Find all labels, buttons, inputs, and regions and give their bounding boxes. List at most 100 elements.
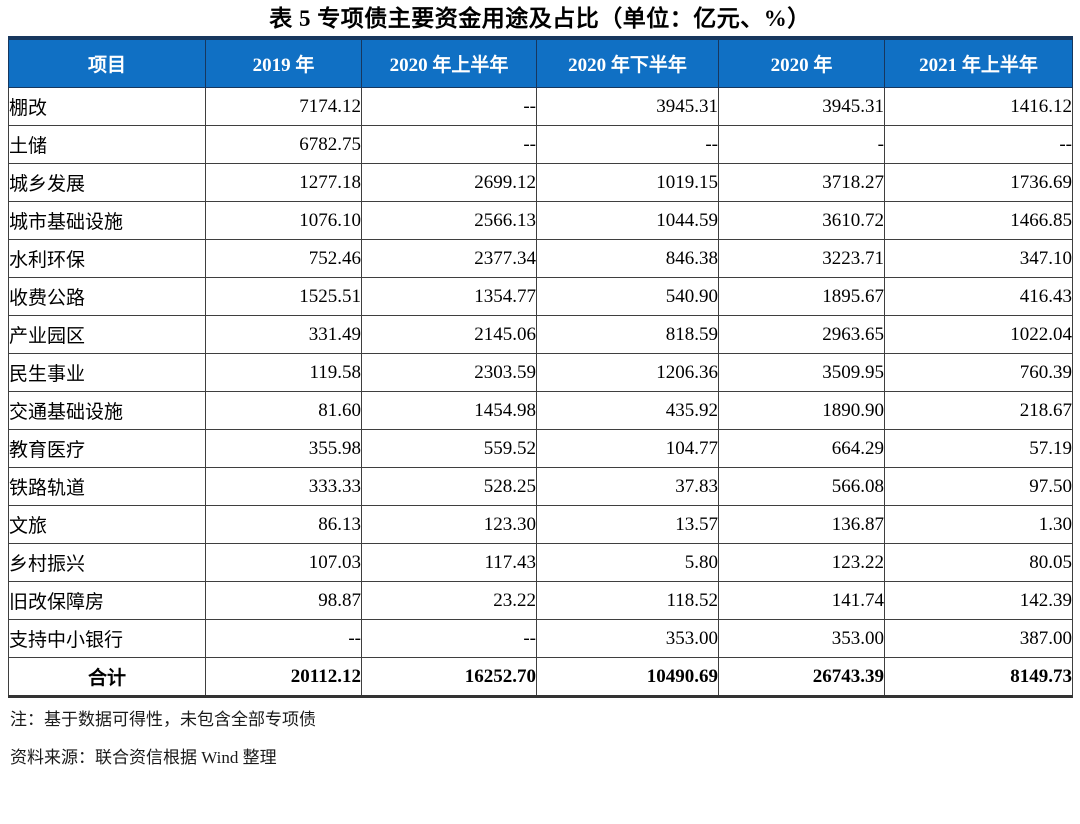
table-row: 收费公路 1525.51 1354.77 540.90 1895.67 416.43 bbox=[8, 277, 1073, 316]
value-cell: 3945.31 bbox=[536, 87, 719, 126]
value-cell: 331.49 bbox=[205, 315, 362, 354]
value-cell: 435.92 bbox=[536, 391, 719, 430]
value-cell: 355.98 bbox=[205, 429, 362, 468]
value-cell: 1206.36 bbox=[536, 353, 719, 392]
value-cell: 2145.06 bbox=[361, 315, 537, 354]
value-cell: -- bbox=[361, 125, 537, 164]
value-cell: 416.43 bbox=[884, 277, 1073, 316]
table-row: 支持中小银行 -- -- 353.00 353.00 387.00 bbox=[8, 619, 1073, 658]
value-cell: 846.38 bbox=[536, 239, 719, 278]
row-label: 铁路轨道 bbox=[8, 467, 206, 506]
row-label: 水利环保 bbox=[8, 239, 206, 278]
table-row: 旧改保障房 98.87 23.22 118.52 141.74 142.39 bbox=[8, 581, 1073, 620]
row-label: 支持中小银行 bbox=[8, 619, 206, 658]
value-cell: 3610.72 bbox=[718, 201, 885, 240]
value-cell: 136.87 bbox=[718, 505, 885, 544]
row-label: 棚改 bbox=[8, 87, 206, 126]
value-cell: 1019.15 bbox=[536, 163, 719, 202]
note-data-source: 资料来源：联合资信根据 Wind 整理 bbox=[10, 748, 277, 767]
table-row: 教育医疗 355.98 559.52 104.77 664.29 57.19 bbox=[8, 429, 1073, 468]
value-cell: 218.67 bbox=[884, 391, 1073, 430]
value-cell: -- bbox=[361, 87, 537, 126]
value-cell: 8149.73 bbox=[884, 657, 1073, 697]
value-cell: 3718.27 bbox=[718, 163, 885, 202]
value-cell: 1.30 bbox=[884, 505, 1073, 544]
value-cell: 347.10 bbox=[884, 239, 1073, 278]
value-cell: 107.03 bbox=[205, 543, 362, 582]
value-cell: 123.22 bbox=[718, 543, 885, 582]
value-cell: -- bbox=[536, 125, 719, 164]
row-label: 交通基础设施 bbox=[8, 391, 206, 430]
value-cell: 540.90 bbox=[536, 277, 719, 316]
table-row: 铁路轨道 333.33 528.25 37.83 566.08 97.50 bbox=[8, 467, 1073, 506]
value-cell: 1466.85 bbox=[884, 201, 1073, 240]
table-row: 产业园区 331.49 2145.06 818.59 2963.65 1022.04 bbox=[8, 315, 1073, 354]
value-cell: 2699.12 bbox=[361, 163, 537, 202]
value-cell: 559.52 bbox=[361, 429, 537, 468]
value-cell: 1890.90 bbox=[718, 391, 885, 430]
value-cell: 97.50 bbox=[884, 467, 1073, 506]
value-cell: 123.30 bbox=[361, 505, 537, 544]
value-cell: 1277.18 bbox=[205, 163, 362, 202]
note-data-availability: 注：基于数据可得性，未包含全部专项债 bbox=[10, 710, 316, 729]
table-row: 城乡发展 1277.18 2699.12 1019.15 3718.27 1736.69 bbox=[8, 163, 1073, 202]
value-cell: 818.59 bbox=[536, 315, 719, 354]
row-label: 文旅 bbox=[8, 505, 206, 544]
column-header: 2019 年 bbox=[205, 37, 362, 88]
value-cell: 353.00 bbox=[536, 619, 719, 658]
value-cell: 2963.65 bbox=[718, 315, 885, 354]
value-cell: 2303.59 bbox=[361, 353, 537, 392]
value-cell: 752.46 bbox=[205, 239, 362, 278]
value-cell: 2377.34 bbox=[361, 239, 537, 278]
value-cell: 353.00 bbox=[718, 619, 885, 658]
table-row: 棚改 7174.12 -- 3945.31 3945.31 1416.12 bbox=[8, 87, 1073, 126]
header-row: 项目 2019 年 2020 年上半年 2020 年下半年 2020 年 2021 年上半… bbox=[8, 37, 1073, 88]
table-row: 民生事业 119.58 2303.59 1206.36 3509.95 760.39 bbox=[8, 353, 1073, 392]
value-cell: 98.87 bbox=[205, 581, 362, 620]
value-cell: 16252.70 bbox=[361, 657, 537, 697]
value-cell: -- bbox=[205, 619, 362, 658]
table-row: 水利环保 752.46 2377.34 846.38 3223.71 347.10 bbox=[8, 239, 1073, 278]
value-cell: - bbox=[718, 125, 885, 164]
value-cell: 1354.77 bbox=[361, 277, 537, 316]
value-cell: 3945.31 bbox=[718, 87, 885, 126]
value-cell: 1736.69 bbox=[884, 163, 1073, 202]
value-cell: 20112.12 bbox=[205, 657, 362, 697]
value-cell: -- bbox=[361, 619, 537, 658]
row-label: 旧改保障房 bbox=[8, 581, 206, 620]
value-cell: 57.19 bbox=[884, 429, 1073, 468]
row-label: 产业园区 bbox=[8, 315, 206, 354]
row-label: 土储 bbox=[8, 125, 206, 164]
value-cell: 3223.71 bbox=[718, 239, 885, 278]
table-row: 文旅 86.13 123.30 13.57 136.87 1.30 bbox=[8, 505, 1073, 544]
value-cell: 387.00 bbox=[884, 619, 1073, 658]
row-label: 城乡发展 bbox=[8, 163, 206, 202]
table-row: 土储 6782.75 -- -- - -- bbox=[8, 125, 1073, 164]
value-cell: 6782.75 bbox=[205, 125, 362, 164]
table-row: 乡村振兴 107.03 117.43 5.80 123.22 80.05 bbox=[8, 543, 1073, 582]
table-title: 表 5 专项债主要资金用途及占比（单位：亿元、%） bbox=[269, 6, 811, 31]
column-header: 2020 年下半年 bbox=[536, 37, 719, 88]
value-cell: 23.22 bbox=[361, 581, 537, 620]
row-label: 城市基础设施 bbox=[8, 201, 206, 240]
value-cell: 333.33 bbox=[205, 467, 362, 506]
value-cell: 566.08 bbox=[718, 467, 885, 506]
value-cell: 1525.51 bbox=[205, 277, 362, 316]
value-cell: 1416.12 bbox=[884, 87, 1073, 126]
value-cell: 7174.12 bbox=[205, 87, 362, 126]
value-cell: 118.52 bbox=[536, 581, 719, 620]
value-cell: 117.43 bbox=[361, 543, 537, 582]
value-cell: 81.60 bbox=[205, 391, 362, 430]
value-cell: 119.58 bbox=[205, 353, 362, 392]
value-cell: 86.13 bbox=[205, 505, 362, 544]
value-cell: 1022.04 bbox=[884, 315, 1073, 354]
value-cell: 37.83 bbox=[536, 467, 719, 506]
row-label: 民生事业 bbox=[8, 353, 206, 392]
table-row: 城市基础设施 1076.10 2566.13 1044.59 3610.72 1466.8… bbox=[8, 201, 1073, 240]
value-cell: 664.29 bbox=[718, 429, 885, 468]
value-cell: 1895.67 bbox=[718, 277, 885, 316]
table-row: 交通基础设施 81.60 1454.98 435.92 1890.90 218.67 bbox=[8, 391, 1073, 430]
value-cell: 528.25 bbox=[361, 467, 537, 506]
value-cell: 760.39 bbox=[884, 353, 1073, 392]
